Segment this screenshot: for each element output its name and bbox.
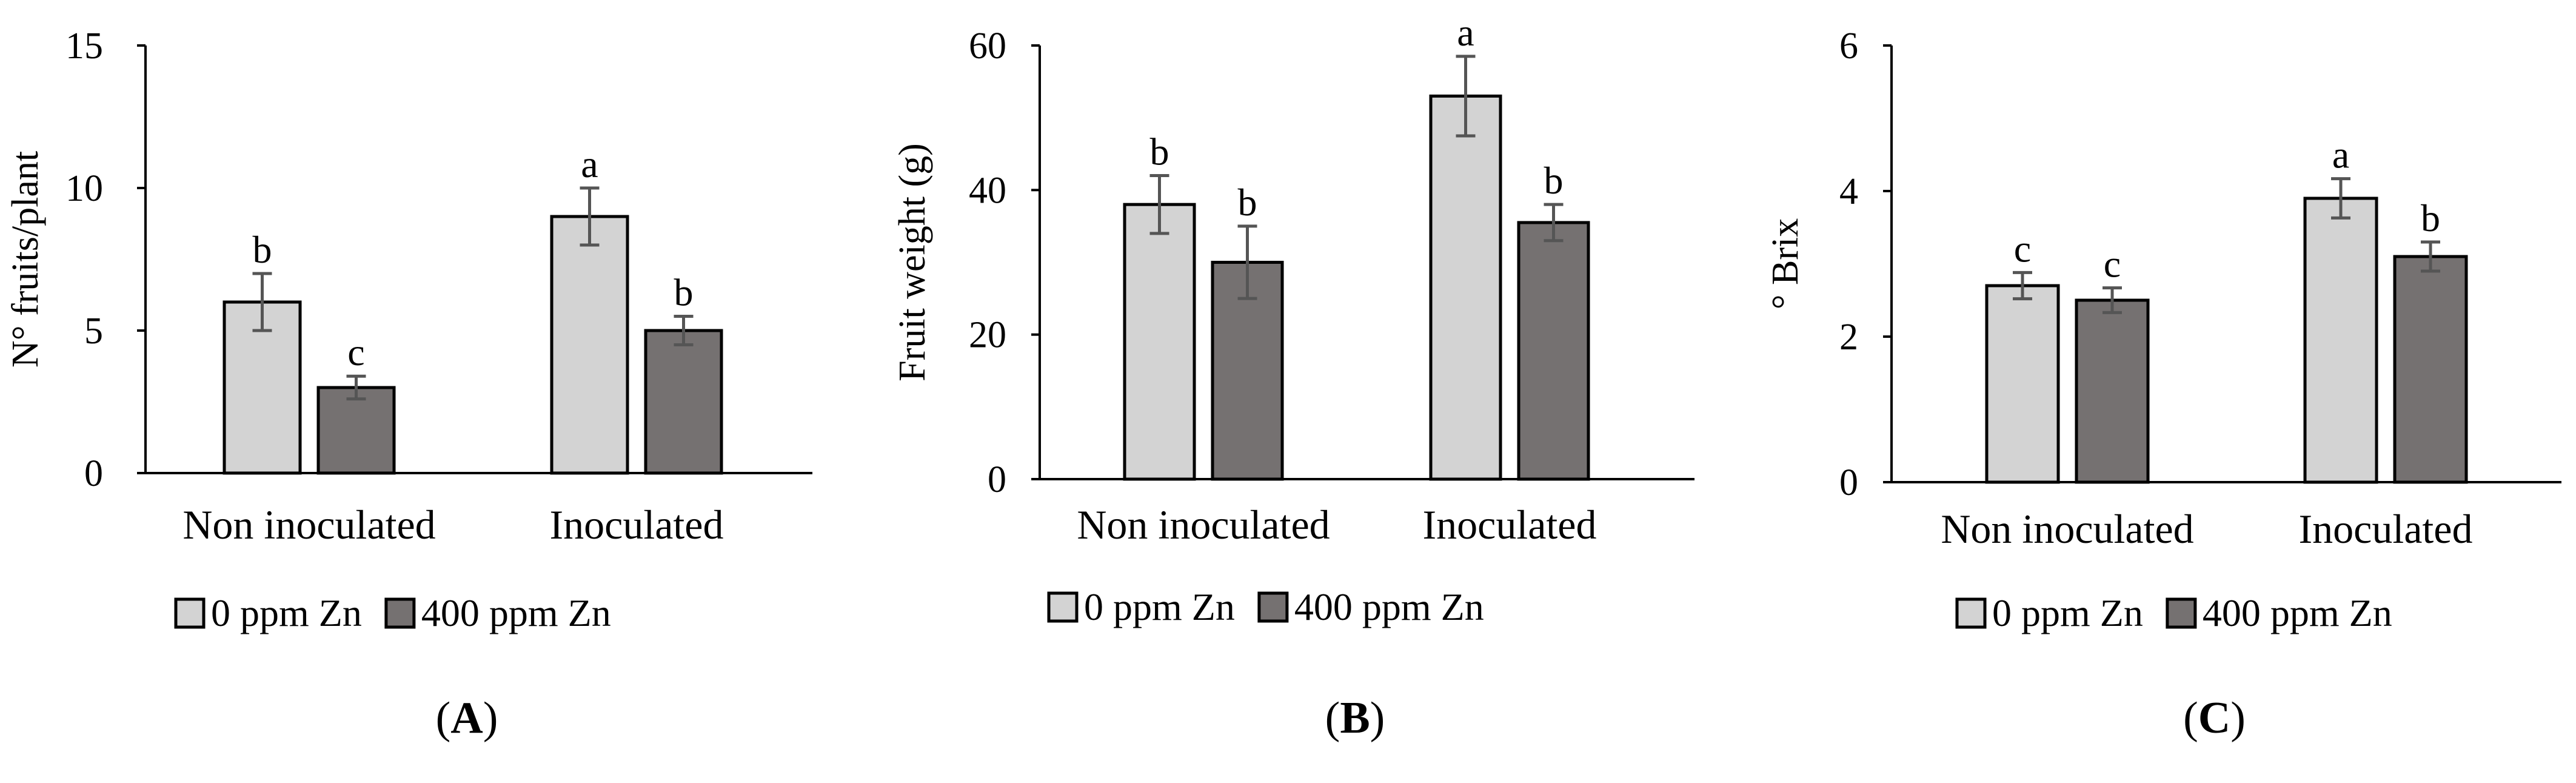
- panel-label: (A): [436, 693, 498, 743]
- y-tick-label: 4: [1839, 171, 1858, 212]
- x-category-label: Non inoculated: [1941, 506, 2193, 552]
- legend-label: 0 ppm Zn: [1992, 591, 2143, 634]
- bar: [1517, 221, 1590, 481]
- x-category-label: Inoculated: [550, 502, 724, 548]
- significance-letter: c: [2104, 243, 2121, 286]
- y-tick-label: 20: [969, 315, 1006, 356]
- legend-swatch: [1257, 591, 1289, 623]
- legend-label: 400 ppm Zn: [2203, 591, 2392, 634]
- y-tick-label: 15: [65, 25, 103, 67]
- y-tick-label: 0: [1839, 462, 1858, 503]
- legend-label: 0 ppm Zn: [1084, 585, 1235, 628]
- legend-label: 400 ppm Zn: [1294, 585, 1484, 628]
- significance-letter: a: [581, 143, 598, 186]
- y-tick-label: 2: [1839, 317, 1858, 358]
- x-category-label: Non inoculated: [182, 502, 435, 548]
- y-tick-label: 40: [969, 170, 1006, 211]
- bar: [1429, 94, 1502, 481]
- chart-panel-a: 0 5 10 15 N° fruits/plant b c Non inoculated a b I…: [5, 25, 812, 743]
- bar: [644, 329, 723, 475]
- legend-swatch: [1955, 597, 1987, 629]
- y-axis-title: Fruit weight (g): [892, 143, 933, 381]
- y-axis-title: ° Brix: [1765, 218, 1806, 310]
- x-category-label: Non inoculated: [1077, 502, 1330, 548]
- y-tick-label: 0: [988, 459, 1006, 500]
- significance-letter: b: [1150, 130, 1169, 173]
- y-tick-label: 6: [1839, 25, 1858, 67]
- significance-letter: c: [2014, 227, 2031, 270]
- bar: [550, 215, 629, 475]
- y-tick-label: 10: [65, 168, 103, 209]
- bar: [2303, 197, 2378, 484]
- y-tick-label: 5: [84, 311, 103, 352]
- y-tick-label: 0: [84, 453, 103, 494]
- panel-label: (C): [2183, 693, 2246, 743]
- bar: [316, 386, 396, 475]
- chart-panel-c: 0 2 4 6 ° Brix c c Non inoculated a b Inoculated 0 …: [1765, 25, 2561, 743]
- legend-swatch: [1047, 591, 1079, 623]
- bar: [1123, 203, 1196, 481]
- significance-letter: b: [2421, 197, 2440, 240]
- legend-label: 0 ppm Zn: [211, 591, 362, 634]
- x-category-label: Inoculated: [1423, 502, 1597, 548]
- y-tick-label: 60: [969, 25, 1006, 67]
- significance-letter: c: [347, 331, 364, 374]
- x-category-label: Inoculated: [2299, 506, 2473, 552]
- legend-swatch: [174, 597, 206, 629]
- significance-letter: b: [1544, 159, 1564, 202]
- bar: [2075, 298, 2150, 484]
- bar: [2393, 255, 2468, 484]
- bar: [1985, 284, 2060, 484]
- panel-label: (B): [1325, 693, 1385, 743]
- significance-letter: a: [2332, 133, 2349, 176]
- y-axis-title: N° fruits/plant: [5, 151, 46, 368]
- chart-panel-b: 0 20 40 60 Fruit weight (g) b b Non inoculated a…: [892, 11, 1694, 743]
- legend-swatch: [2166, 597, 2197, 629]
- legend-label: 400 ppm Zn: [421, 591, 611, 634]
- legend-swatch: [384, 597, 416, 629]
- significance-letter: a: [1457, 11, 1474, 54]
- significance-letter: b: [253, 228, 272, 271]
- significance-letter: b: [674, 271, 694, 314]
- significance-letter: b: [1238, 181, 1257, 224]
